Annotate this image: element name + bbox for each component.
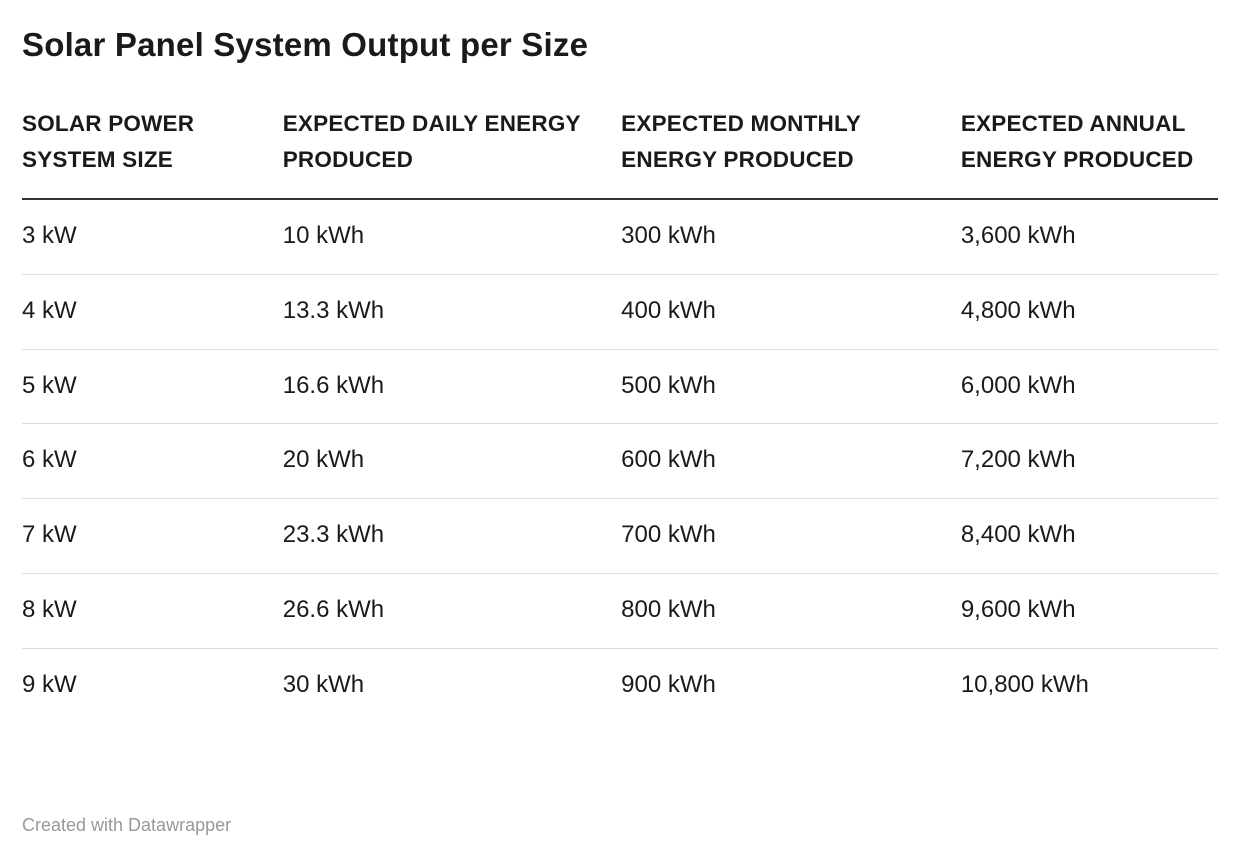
column-header-system-size: SOLAR POWER SYSTEM SIZE <box>22 105 283 200</box>
table-cell: 13.3 kWh <box>282 274 622 350</box>
table-cell: 4,800 kWh <box>960 274 1218 350</box>
table-cell: 4 kW <box>22 274 283 350</box>
table-header: SOLAR POWER SYSTEM SIZE EXPECTED DAILY E… <box>22 105 1218 200</box>
table-row: 9 kW 30 kWh 900 kWh 10,800 kWh <box>22 648 1218 722</box>
table-cell: 6,000 kWh <box>960 349 1218 425</box>
table-cell: 8 kW <box>22 573 283 649</box>
table-cell: 6 kW <box>22 423 283 500</box>
table-cell: 9 kW <box>22 670 77 698</box>
table-row: 4 kW 13.3 kWh 400 kWh 4,800 kWh <box>22 274 1218 350</box>
table-row: 7 kW 23.3 kWh 700 kWh 8,400 kWh <box>22 498 1218 574</box>
table-cell: 700 kWh <box>621 498 961 574</box>
table-cell: 30 kWh <box>282 670 365 698</box>
table-header-row: SOLAR POWER SYSTEM SIZE EXPECTED DAILY E… <box>22 105 1218 200</box>
table-cell: 26.6 kWh <box>282 573 622 649</box>
table-cell: 8,400 kWh <box>960 498 1218 574</box>
table-cell: 800 kWh <box>621 573 961 649</box>
table-cell: 23.3 kWh <box>282 498 622 574</box>
datawrapper-credit-link[interactable]: Created with Datawrapper <box>22 815 232 835</box>
table-cell: 7 kW <box>22 498 283 574</box>
table-cell: 3,600 kWh <box>960 198 1218 275</box>
table-body: 3 kW 10 kWh 300 kWh 3,600 kWh 4 kW 13.3 kWh 40… <box>22 198 1218 723</box>
table-cell: 3 kW <box>22 198 283 275</box>
table-cell: 7,200 kWh <box>960 423 1218 500</box>
table-cell: 20 kWh <box>282 423 622 500</box>
table-cell: 5 kW <box>22 349 283 425</box>
table-cell: 600 kWh <box>621 423 961 500</box>
column-header-annual-energy: EXPECTED ANNUAL ENERGY PRODUCED <box>960 105 1218 200</box>
table-cell: 300 kWh <box>621 198 961 275</box>
table-cell: 400 kWh <box>621 274 961 350</box>
solar-output-table: SOLAR POWER SYSTEM SIZE EXPECTED DAILY E… <box>22 105 1218 723</box>
table-cell: 500 kWh <box>621 349 961 425</box>
table-cell: 10,800 kWh <box>960 670 1089 698</box>
table-row: 3 kW 10 kWh 300 kWh 3,600 kWh <box>22 198 1218 275</box>
table-cell: 16.6 kWh <box>282 349 622 425</box>
column-header-daily-energy: EXPECTED DAILY ENERGY PRODUCED <box>282 105 622 200</box>
table-row: 6 kW 20 kWh 600 kWh 7,200 kWh <box>22 423 1218 500</box>
table-row: 5 kW 16.6 kWh 500 kWh 6,000 kWh <box>22 349 1218 425</box>
table-cell: 10 kWh <box>282 198 622 275</box>
table-cell: 900 kWh <box>621 670 716 698</box>
table-cell: 9,600 kWh <box>960 573 1218 649</box>
column-header-monthly-energy: EXPECTED MONTHLY ENERGY PRODUCED <box>621 105 961 200</box>
chart-title: Solar Panel System Output per Size <box>22 26 589 63</box>
table-row: 8 kW 26.6 kWh 800 kWh 9,600 kWh <box>22 573 1218 649</box>
